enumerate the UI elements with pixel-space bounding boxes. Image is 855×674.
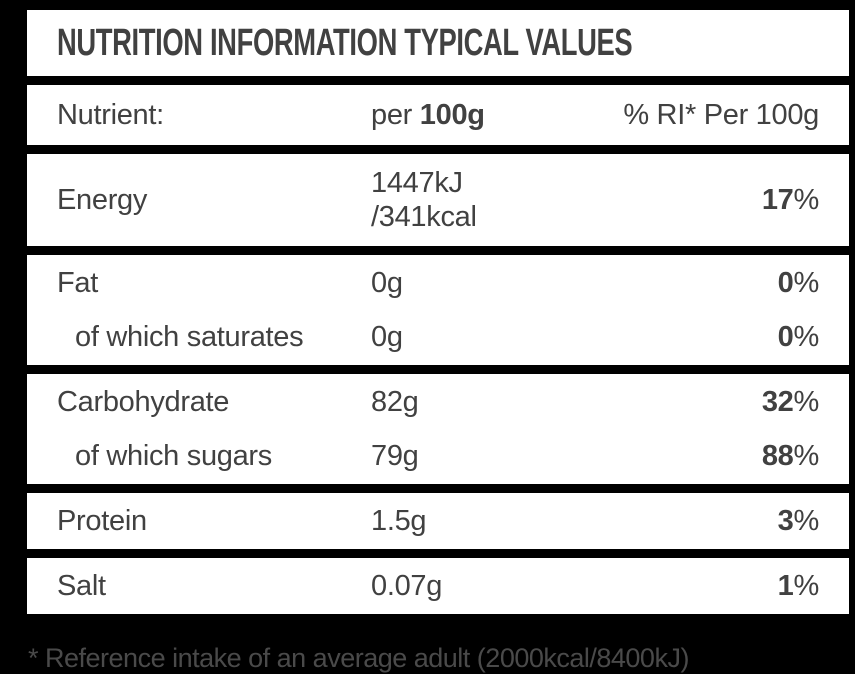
title-section: NUTRITION INFORMATION TYPICAL VALUES xyxy=(27,10,849,76)
nutrient-section: Carbohydrate 82g 32% of which sugars 79g… xyxy=(27,374,849,484)
label-title: NUTRITION INFORMATION TYPICAL VALUES xyxy=(57,21,633,64)
nutrient-section: Energy 1447kJ/341kcal 17% xyxy=(27,154,849,246)
ri-number: 0 xyxy=(777,267,794,299)
value-line: 1.5g xyxy=(371,505,427,537)
ri-unit: % xyxy=(793,267,820,299)
nutrient-name: Energy xyxy=(57,184,148,216)
ri-unit: % xyxy=(793,321,820,353)
nutrient-ri: 88% xyxy=(606,439,819,473)
ri-number: 0 xyxy=(777,321,794,353)
ri-unit: % xyxy=(793,386,820,418)
column-header-section: Nutrient: per 100g % RI* Per 100g xyxy=(27,85,849,145)
nutrient-value: 79g xyxy=(371,439,606,473)
per-100g-column-header: per 100g xyxy=(371,98,606,132)
nutrient-value: 0g xyxy=(371,320,606,354)
ri-number: 32 xyxy=(761,386,794,418)
nutrient-value: 1.5g xyxy=(371,504,606,538)
nutrient-ri: 17% xyxy=(606,183,819,217)
ri-unit: % xyxy=(793,184,820,216)
ri-number: 1 xyxy=(777,570,794,602)
nutrient-ri: 0% xyxy=(606,266,820,300)
ri-column-header: % RI* Per 100g xyxy=(623,99,819,131)
nutrient-row: of which sugars 79g 88% xyxy=(57,429,819,483)
per-amount: 100g xyxy=(419,99,485,131)
ri-unit: % xyxy=(793,505,820,537)
nutrient-name: Fat xyxy=(57,267,98,299)
reference-intake-footnote: * Reference intake of an average adult (… xyxy=(28,643,689,673)
nutrient-row: Carbohydrate 82g 32% xyxy=(57,375,819,429)
nutrient-name: Carbohydrate xyxy=(57,386,230,418)
ri-number: 3 xyxy=(777,505,794,537)
value-line: /341kcal xyxy=(371,201,477,233)
nutrient-column-header: Nutrient: xyxy=(57,99,164,131)
ri-number: 88 xyxy=(761,440,794,472)
nutrient-name: Salt xyxy=(57,570,106,602)
value-line: 0.07g xyxy=(371,570,443,602)
ri-unit: % xyxy=(793,440,820,472)
value-line: 1447kJ xyxy=(371,167,463,199)
nutrient-section: Protein 1.5g 3% xyxy=(27,493,849,549)
nutrient-value: 0.07g xyxy=(371,569,606,603)
nutrient-value: 82g xyxy=(371,385,606,419)
nutrient-row: of which saturates 0g 0% xyxy=(57,310,819,364)
column-header-row: Nutrient: per 100g % RI* Per 100g xyxy=(57,85,819,145)
nutrient-name: Protein xyxy=(57,505,147,537)
ri-unit: % xyxy=(793,570,820,602)
ri-number: 17 xyxy=(761,184,794,216)
nutrient-name: of which saturates xyxy=(75,321,304,353)
nutrient-ri: 32% xyxy=(606,385,819,419)
value-line: 79g xyxy=(371,440,419,472)
nutrient-section: Fat 0g 0% of which saturates 0g 0% xyxy=(27,255,849,365)
value-line: 0g xyxy=(371,267,403,299)
nutrient-section: Salt 0.07g 1% xyxy=(27,558,849,614)
nutrient-ri: 0% xyxy=(606,320,820,354)
nutrient-ri: 3% xyxy=(606,504,820,538)
nutrient-ri: 1% xyxy=(606,569,820,603)
nutrient-row: Protein 1.5g 3% xyxy=(57,494,819,548)
nutrient-value: 1447kJ/341kcal xyxy=(371,166,606,234)
value-line: 0g xyxy=(371,321,403,353)
nutrient-value: 0g xyxy=(371,266,606,300)
value-line: 82g xyxy=(371,386,419,418)
nutrient-row: Energy 1447kJ/341kcal 17% xyxy=(57,155,819,245)
per-prefix: per xyxy=(371,99,420,131)
nutrient-row: Fat 0g 0% xyxy=(57,256,819,310)
nutrient-row: Salt 0.07g 1% xyxy=(57,559,819,613)
nutrient-name: of which sugars xyxy=(75,440,272,472)
